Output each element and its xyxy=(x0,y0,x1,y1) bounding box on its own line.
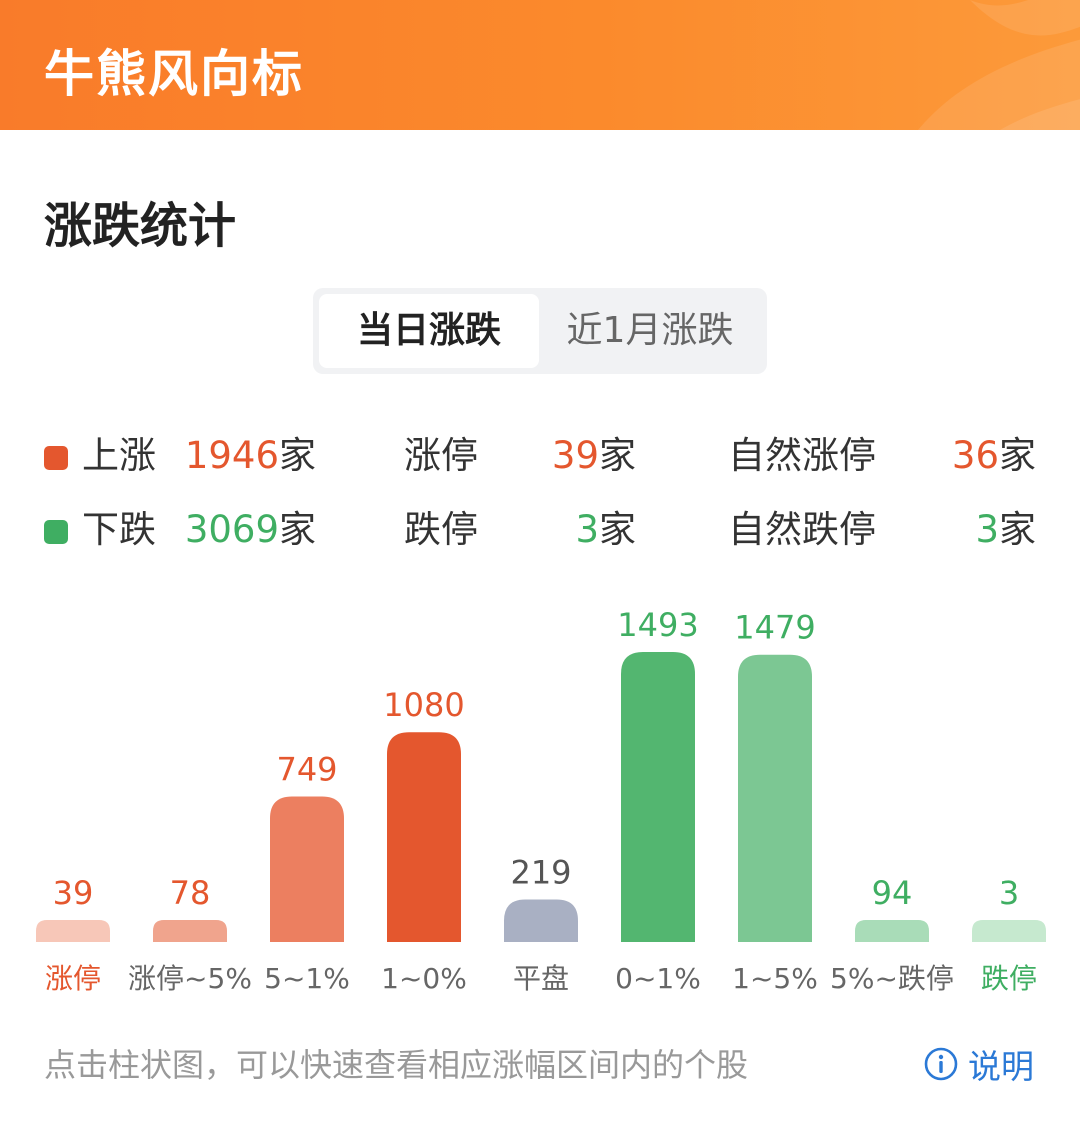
bar-value-label: 39 xyxy=(53,874,94,912)
natural-limit-up-value: 36家 xyxy=(920,428,1036,484)
category-label: 1~5% xyxy=(732,962,818,995)
distribution-bar-chart[interactable]: 39涨停78涨停~5%7495~1%10801~0%219平盘14930~1%1… xyxy=(0,590,1080,1010)
category-label: 平盘 xyxy=(513,962,569,995)
category-label: 5~1% xyxy=(264,962,350,995)
category-label: 1~0% xyxy=(381,962,467,995)
category-label: 涨停~5% xyxy=(128,962,252,995)
bar[interactable] xyxy=(270,796,344,942)
bar[interactable] xyxy=(855,920,929,942)
natural-limit-down-count: 3 xyxy=(975,508,999,551)
up-count: 1946 xyxy=(184,434,279,477)
up-unit: 家 xyxy=(279,434,316,477)
bar-value-label: 1479 xyxy=(734,609,815,647)
bar-group[interactable]: 1479 1~5% xyxy=(732,609,818,995)
natural-limit-down-unit: 家 xyxy=(999,508,1036,551)
bar-group[interactable]: 39 涨停 xyxy=(36,874,110,995)
stats-row-up: 上涨 1946家 涨停 39家 自然涨停 36家 xyxy=(0,428,1080,484)
bar-group[interactable]: 219 平盘 xyxy=(504,853,578,995)
bar[interactable] xyxy=(621,652,695,942)
down-unit: 家 xyxy=(279,508,316,551)
header-decoration-icon xyxy=(918,0,1080,130)
bar[interactable] xyxy=(504,899,578,942)
section-title: 涨跌统计 xyxy=(44,198,237,254)
limit-down-label: 跌停 xyxy=(404,508,478,551)
bar[interactable] xyxy=(738,654,812,942)
down-count: 3069 xyxy=(184,508,279,551)
bar[interactable] xyxy=(153,920,227,942)
bar-group[interactable]: 3 跌停 xyxy=(972,874,1046,995)
down-count-value: 3069家 xyxy=(170,502,316,558)
natural-limit-up-count: 36 xyxy=(951,434,999,477)
tab-month[interactable]: 近1月涨跌 xyxy=(566,310,734,351)
bar-value-label: 1080 xyxy=(383,686,464,724)
bar-value-label: 94 xyxy=(872,874,913,912)
page-title: 牛熊风向标 xyxy=(44,45,304,103)
limit-down-unit: 家 xyxy=(599,508,636,551)
natural-limit-up-unit: 家 xyxy=(999,434,1036,477)
down-legend-dot xyxy=(44,520,68,544)
bar-value-label: 78 xyxy=(170,874,211,912)
chart-hint: 点击柱状图，可以快速查看相应涨幅区间内的个股 xyxy=(44,1046,749,1084)
limit-up-count: 39 xyxy=(551,434,599,477)
bar-group[interactable]: 749 5~1% xyxy=(264,751,350,995)
info-icon xyxy=(924,1047,958,1081)
bar[interactable] xyxy=(972,920,1046,942)
category-label: 0~1% xyxy=(615,962,701,995)
bar[interactable] xyxy=(387,732,461,942)
bar-value-label: 749 xyxy=(276,751,337,789)
limit-up-label: 涨停 xyxy=(404,434,478,477)
help-button[interactable]: 说明 xyxy=(924,1040,1034,1088)
limit-up-unit: 家 xyxy=(599,434,636,477)
natural-limit-down-label: 自然跌停 xyxy=(728,508,876,551)
tab-today[interactable]: 当日涨跌 xyxy=(319,294,539,368)
app-header: 牛熊风向标 xyxy=(0,0,1080,130)
bar-group[interactable]: 1493 0~1% xyxy=(615,606,701,995)
category-label: 跌停 xyxy=(981,962,1037,995)
bar-group[interactable]: 1080 1~0% xyxy=(381,686,467,995)
bar-value-label: 219 xyxy=(510,853,571,891)
limit-up-value: 39家 xyxy=(520,428,636,484)
natural-limit-down-value: 3家 xyxy=(920,502,1036,558)
category-label: 涨停 xyxy=(45,962,101,995)
bar-group[interactable]: 94 5%~跌停 xyxy=(830,874,954,995)
natural-limit-up-label: 自然涨停 xyxy=(728,434,876,477)
up-label: 上涨 xyxy=(82,434,156,477)
bar-value-label: 1493 xyxy=(617,606,698,644)
down-label: 下跌 xyxy=(82,508,156,551)
bar-value-label: 3 xyxy=(999,874,1019,912)
up-legend-dot xyxy=(44,446,68,470)
limit-down-count: 3 xyxy=(575,508,599,551)
limit-down-value: 3家 xyxy=(520,502,636,558)
bar[interactable] xyxy=(36,920,110,942)
category-label: 5%~跌停 xyxy=(830,962,954,995)
tab-bar: 当日涨跌 近1月涨跌 xyxy=(313,288,767,374)
bar-group[interactable]: 78 涨停~5% xyxy=(128,874,252,995)
stats-row-down: 下跌 3069家 跌停 3家 自然跌停 3家 xyxy=(0,502,1080,558)
help-label: 说明 xyxy=(968,1047,1034,1086)
up-count-value: 1946家 xyxy=(170,428,316,484)
